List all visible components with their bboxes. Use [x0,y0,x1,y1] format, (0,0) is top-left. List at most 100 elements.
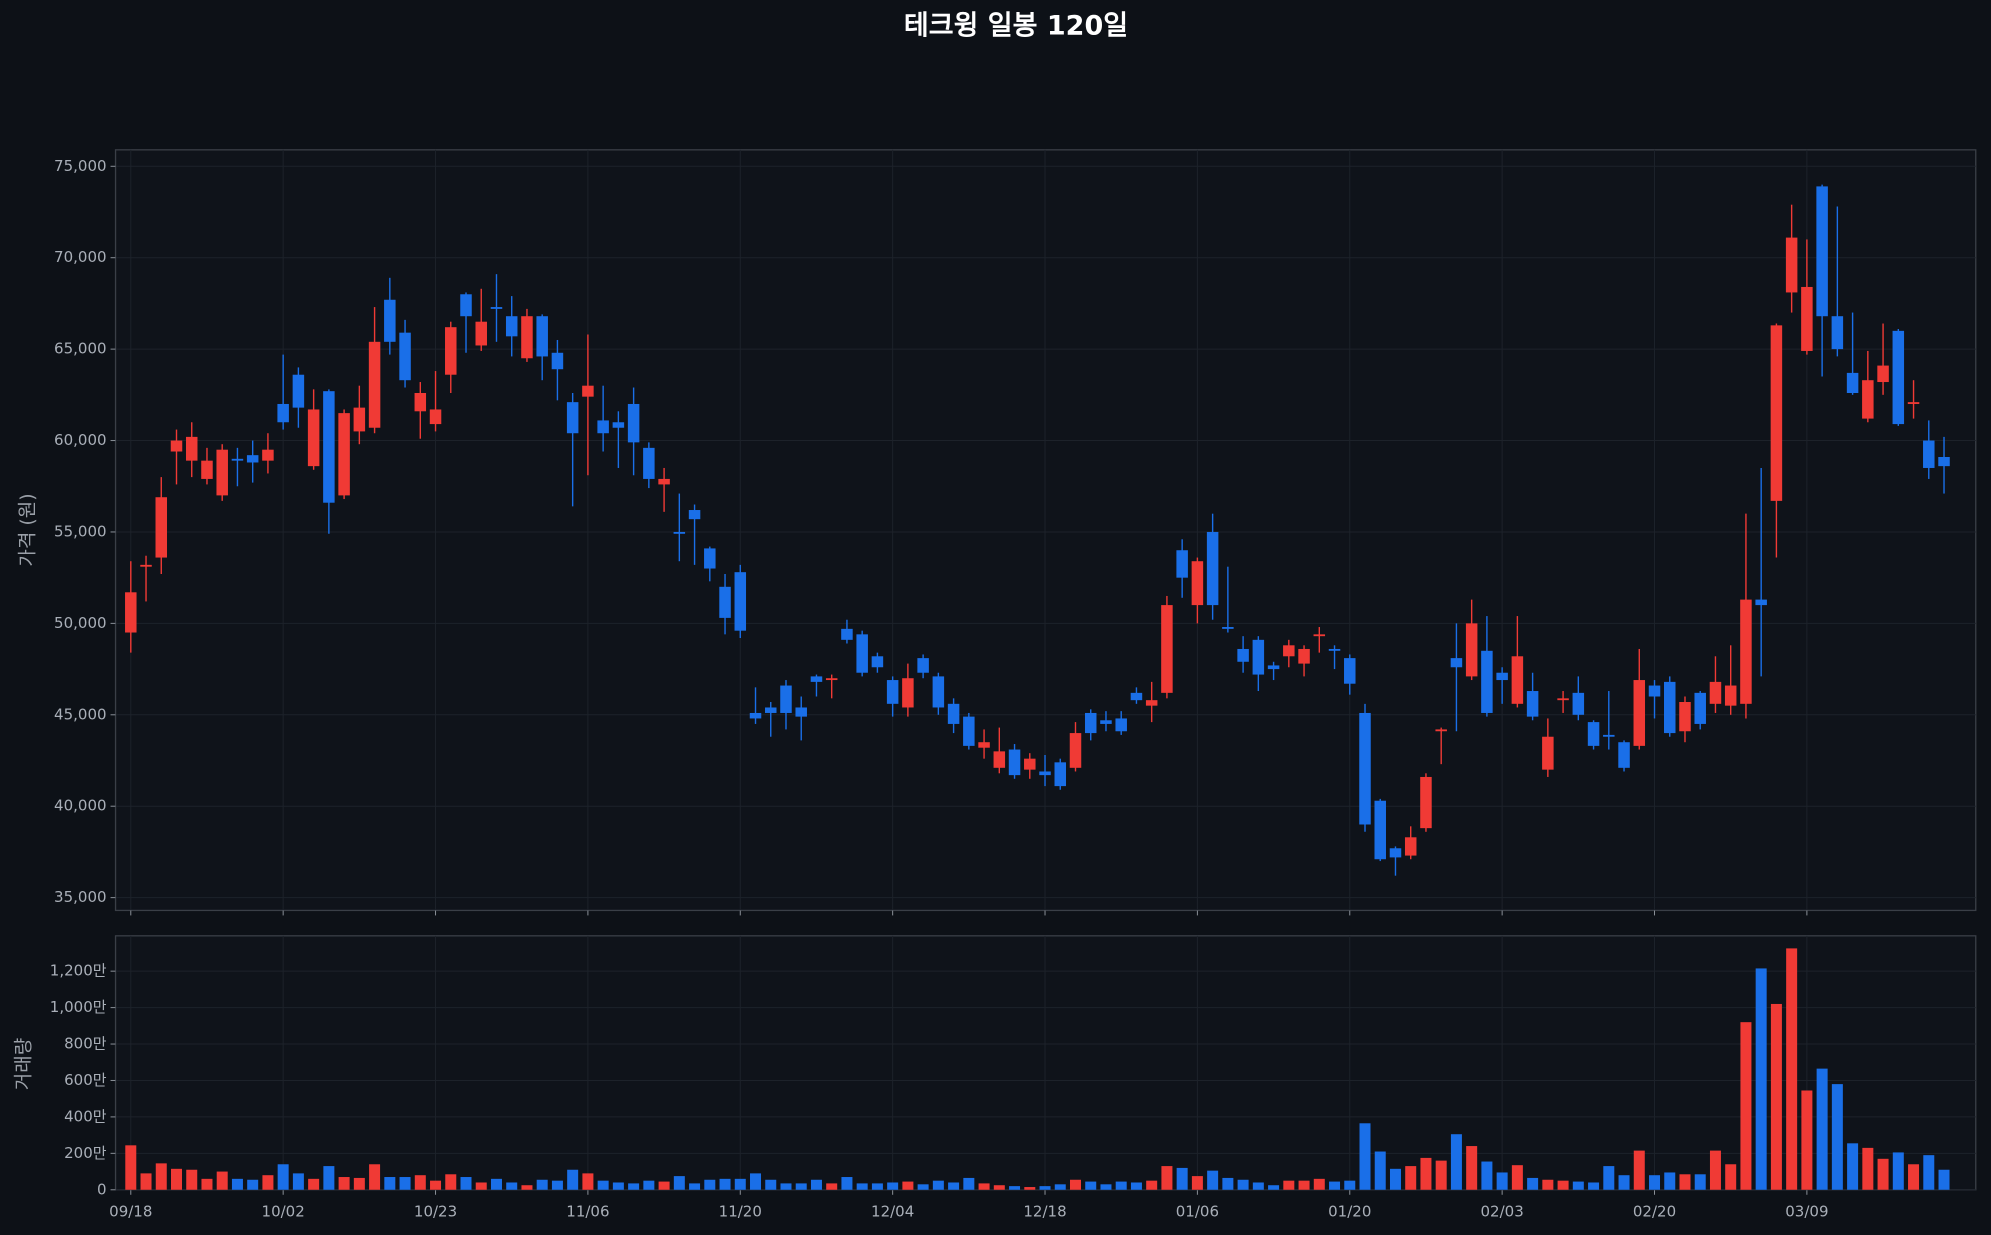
volume-bar [1649,1175,1661,1190]
candle-body [902,678,914,708]
y-tick-label: 55,000 [54,522,107,540]
volume-bar [1572,1181,1584,1190]
volume-bar [1511,1165,1523,1190]
volume-bar [1237,1179,1249,1190]
candle-body [1313,634,1326,637]
volume-bar [1161,1166,1173,1190]
candle-body [414,393,427,412]
candle-body [1008,749,1021,776]
volume-bar [521,1185,533,1190]
y-tick-label: 600만 [64,1071,107,1089]
candle-body [1283,645,1295,657]
volume-bar [1100,1184,1112,1190]
volume-bar [1679,1174,1691,1190]
volume-bar [460,1177,472,1190]
candle-body [292,374,305,408]
candle-body [1100,720,1112,724]
volume-bar [1770,1003,1782,1190]
volume-bar [917,1184,929,1190]
volume-bar [277,1164,289,1190]
volume-bar [1755,968,1767,1190]
y-tick-label: 40,000 [54,797,107,815]
volume-bar [643,1180,655,1190]
volume-bar [1938,1169,1950,1190]
candle-body [155,497,168,558]
y-axis-label: 가격 (원) [17,493,39,566]
candle-body [1328,648,1341,651]
volume-bar [719,1178,731,1190]
volume-bar [1801,1090,1813,1190]
volume-bar [262,1175,274,1190]
y-tick-label: 800만 [64,1035,107,1053]
candle-body [1237,648,1249,662]
volume-bar [628,1183,640,1190]
volume-bar [1146,1180,1158,1190]
volume-bar [201,1178,213,1190]
candle-body [734,572,747,631]
volume-bar [1374,1151,1386,1190]
candle-body [399,332,411,381]
y-tick-label: 1,000만 [50,998,107,1016]
candle-body [1724,685,1737,706]
volume-bar [765,1179,777,1190]
candle-body [719,586,731,618]
volume-bar [750,1173,762,1190]
candle-body [1222,627,1234,629]
candle-body [1694,692,1706,724]
candle-body [1450,658,1463,668]
volume-bar [1039,1186,1051,1190]
candle-body [353,407,366,432]
volume-bar [216,1171,228,1190]
y-tick-label: 70,000 [54,248,107,266]
candle-body [1069,733,1082,768]
volume-bar [1389,1168,1401,1190]
plot-area [114,149,1977,912]
volume-bar [1877,1158,1889,1190]
candle-body [1740,599,1752,704]
volume-bar [1313,1178,1325,1190]
volume-bar [506,1182,518,1190]
volume-bar [1481,1161,1493,1190]
candle-body [551,352,564,370]
candle-body [384,299,396,342]
volume-bar [536,1179,548,1190]
candle-body [1039,771,1051,776]
volume-bar [887,1182,899,1190]
candle-body [1801,286,1813,351]
volume-bar [841,1177,853,1190]
x-tick-label: 03/09 [1785,1202,1828,1220]
candle-body [125,592,137,633]
y-tick-label: 35,000 [54,888,107,906]
volume-bar [445,1174,457,1190]
volume-bar [1450,1134,1462,1190]
volume-bar [932,1180,944,1190]
candle-body [673,531,686,534]
volume-bar [1633,1150,1645,1190]
candle-body [1770,325,1783,501]
candle-body [871,656,884,668]
candle-body [1862,380,1874,419]
volume-bar [734,1178,746,1190]
candle-body [1267,665,1280,670]
volume-bar [430,1180,442,1190]
volume-bar [871,1183,883,1190]
candle-body [1526,691,1539,717]
candle-body [201,460,213,479]
x-tick-label: 01/06 [1176,1202,1219,1220]
volume-bar [856,1183,868,1190]
volume-bar [1831,1084,1843,1190]
volume-bar [490,1178,502,1190]
volume-bar [1222,1177,1234,1190]
candle-body [1374,800,1386,860]
volume-bar [1207,1170,1219,1190]
candle-body [307,409,320,467]
candle-body [1679,701,1691,732]
candle-body [429,409,442,425]
volume-bar [1024,1187,1036,1190]
volume-bar [1603,1166,1615,1190]
volume-bar [551,1180,563,1190]
volume-bar [948,1182,960,1190]
volume-bar [1329,1181,1341,1190]
candle-body [795,707,807,717]
